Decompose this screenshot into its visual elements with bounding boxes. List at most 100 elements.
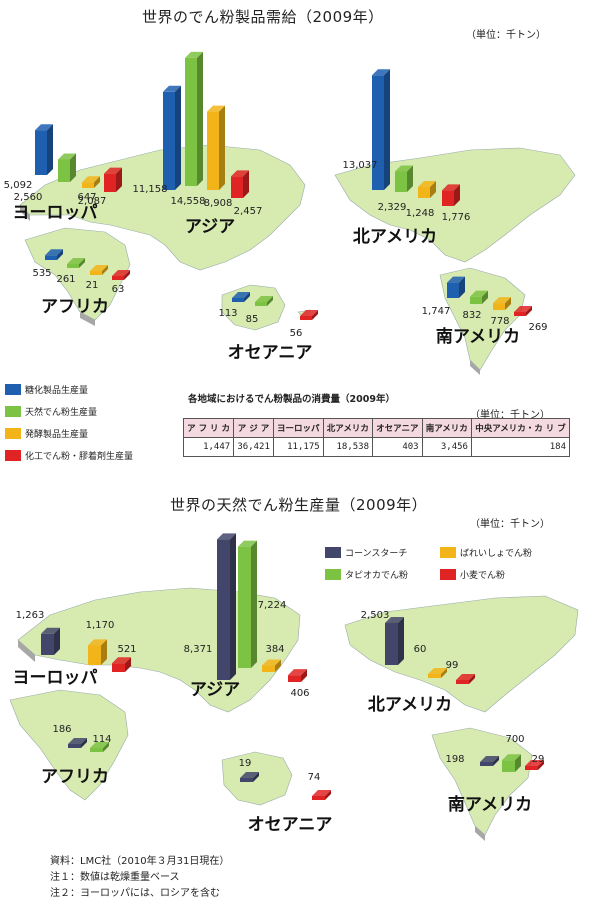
bar: [470, 290, 488, 304]
bar-value-label: 261: [56, 274, 75, 285]
bar-value-label: 384: [265, 644, 284, 655]
region-label: 南アメリカ: [436, 326, 520, 347]
note-1: 注１：数値は乾燥重量ベース: [50, 872, 180, 883]
legend-swatch: [440, 546, 456, 558]
bar: [493, 297, 511, 310]
bar: [255, 296, 273, 306]
bar: [525, 760, 544, 770]
legend-label: タピオカでん粉: [345, 570, 409, 581]
region-label: ヨーロッパ: [13, 668, 98, 688]
legend-label: 発酵製品生産量: [25, 429, 89, 440]
region-label: 北アメリカ: [353, 227, 437, 247]
legend-swatch: [5, 449, 21, 461]
bar-value-label: 114: [92, 734, 111, 745]
bar: [442, 184, 460, 206]
bar: [514, 306, 532, 316]
chart1-title: 世界のでん粉製品需給（2009年）: [142, 8, 384, 26]
table-header-cell: ヨーロッパ: [272, 418, 324, 438]
bar-value-label: 113: [218, 308, 237, 319]
bar-value-label: 2,087: [78, 196, 107, 207]
bar: [385, 616, 404, 665]
chart2-legend: コーンスターチ ばれいしょでん粉 タピオカでん粉 小麦でん粉: [325, 541, 585, 585]
legend-item: 天然でん粉生産量: [5, 400, 133, 422]
chart1-legend: 糖化製品生産量 天然でん粉生産量 発酵製品生産量 化工でん粉・膠着剤生産量: [5, 378, 133, 466]
region-label: オセアニア: [248, 815, 333, 835]
bar: [67, 258, 85, 268]
bar-value-label: 1,747: [422, 306, 451, 317]
legend-swatch: [5, 427, 21, 439]
legend-label: 糖化製品生産量: [25, 385, 89, 396]
bar: [41, 627, 60, 655]
bar: [312, 790, 331, 800]
bar-value-label: 1,776: [442, 212, 471, 223]
bar: [240, 772, 259, 782]
bar: [90, 265, 108, 275]
table-unit: （単位：千トン）: [470, 410, 550, 421]
bar-value-label: 11,158: [133, 184, 168, 195]
legend-item: 化工でん粉・膠着剤生産量: [5, 444, 133, 466]
region-label: アフリカ: [41, 767, 109, 787]
bar-value-label: 1,170: [86, 620, 115, 631]
bar-value-label: 85: [246, 314, 259, 325]
bar: [112, 270, 130, 280]
legend-label: 小麦でん粉: [460, 570, 506, 581]
table-header-cell: 北アメリカ: [322, 418, 374, 438]
table-title: 各地域におけるでん粉製品の消費量（2009年）: [188, 394, 395, 405]
chart2-bars: 1,263 1,170 521 8,371 384 7,224 406 2,503 60 99 18…: [16, 533, 544, 800]
table-row: 1,447 36,421 11,175 18,538 403 3,456 184: [182, 437, 571, 457]
bar-value-label: 8,371: [184, 644, 213, 655]
bar-value-label: 7,224: [258, 600, 287, 611]
table-cell: 18,538: [322, 437, 374, 457]
table-cell: 36,421: [233, 437, 274, 457]
bar: [418, 181, 436, 198]
bar: [90, 742, 109, 752]
bar: [163, 85, 181, 190]
bar: [231, 170, 249, 198]
bar-value-label: 700: [505, 734, 524, 745]
bar: [262, 659, 281, 672]
legend-item: コーンスターチ: [325, 541, 440, 563]
bar: [68, 738, 87, 748]
bar-value-label: 74: [308, 772, 321, 783]
legend-item: ばれいしょでん粉: [440, 541, 532, 563]
bar-value-label: 521: [117, 644, 136, 655]
bar: [395, 165, 413, 192]
legend-swatch: [5, 383, 21, 395]
chart2-title: 世界の天然でん粉生産量（2009年）: [170, 496, 428, 514]
table-cell: 403: [372, 437, 423, 457]
table-header-row: ア フ リ カア ジ アヨーロッパ 北アメリカ オセアニア 南アメリカ 中央アメリカ・カ…: [182, 418, 571, 438]
table-header-cell: ア フ リ カ: [182, 418, 235, 438]
bar-value-label: 269: [528, 322, 547, 333]
bar-value-label: 19: [239, 758, 252, 769]
bar: [300, 310, 318, 320]
region-label: オセアニア: [228, 343, 313, 363]
bar: [185, 51, 203, 186]
bar-value-label: 2,457: [234, 206, 263, 217]
bar-value-label: 8,908: [204, 198, 233, 209]
bar: [456, 674, 475, 684]
legend-swatch: [5, 405, 21, 417]
bar-value-label: 1,263: [16, 610, 45, 621]
legend-swatch: [325, 546, 341, 558]
bar-value-label: 778: [490, 316, 509, 327]
bar-value-label: 2,329: [378, 202, 407, 213]
legend-swatch: [325, 568, 341, 580]
bar: [288, 669, 307, 682]
bar: [104, 167, 122, 192]
bar-value-label: 99: [446, 660, 459, 671]
table-cell: 3,456: [421, 437, 472, 457]
bar-value-label: 21: [86, 280, 99, 291]
bar-value-label: 832: [462, 310, 481, 321]
chart2-unit: （単位：千トン）: [470, 519, 550, 530]
bar: [207, 105, 225, 190]
bar: [45, 249, 63, 260]
consumption-table: ア フ リ カア ジ アヨーロッパ 北アメリカ オセアニア 南アメリカ 中央アメリカ・カ…: [182, 418, 571, 457]
legend-item: 小麦でん粉: [440, 563, 505, 585]
legend-swatch: [440, 568, 456, 580]
region-label: アジア: [190, 680, 240, 700]
bar-value-label: 2,503: [361, 610, 390, 621]
